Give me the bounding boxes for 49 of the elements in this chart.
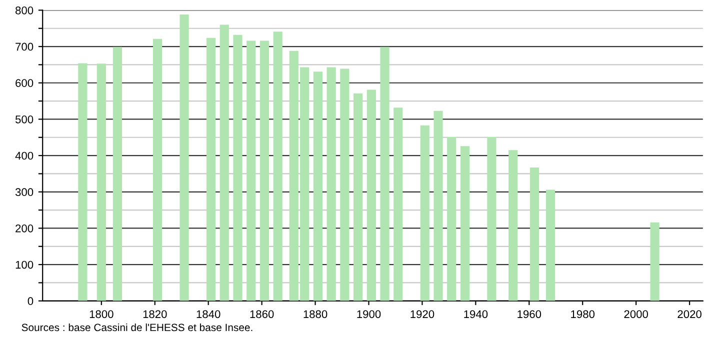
bar — [530, 168, 540, 301]
bar — [78, 63, 88, 301]
bar — [340, 68, 350, 301]
y-tick-label: 400 — [15, 152, 34, 160]
x-tick-label: 2020 — [678, 310, 702, 318]
x-tick-label: 1900 — [357, 310, 381, 318]
bar — [508, 150, 518, 301]
x-tick-label: 1800 — [90, 310, 114, 318]
x-tick-label: 1960 — [518, 310, 542, 318]
x-tick-label: 1920 — [410, 310, 434, 318]
y-tick-label: 300 — [15, 188, 34, 196]
bar — [96, 64, 106, 301]
bar — [394, 108, 403, 301]
bar — [420, 125, 430, 301]
bar — [112, 46, 122, 301]
bar — [220, 24, 229, 301]
x-tick-label: 1880 — [304, 310, 328, 318]
bar — [153, 38, 162, 301]
x-tick-label: 2000 — [624, 310, 648, 318]
bar — [434, 110, 443, 301]
y-tick-label: 100 — [16, 260, 34, 269]
bar — [650, 222, 660, 301]
bar — [233, 34, 242, 301]
y-tick-label: 200 — [16, 224, 34, 232]
y-tick-label: 0 — [28, 297, 34, 306]
bar — [366, 90, 376, 301]
x-tick-label: 1820 — [143, 310, 167, 318]
bar — [447, 137, 456, 301]
bar — [487, 137, 496, 301]
bar — [260, 40, 270, 301]
bar — [206, 38, 216, 301]
bar — [354, 93, 363, 301]
y-tick-label: 800 — [16, 6, 34, 14]
bar — [313, 72, 322, 301]
x-tick-label: 1860 — [250, 310, 274, 318]
x-tick-label: 1840 — [196, 310, 220, 318]
y-tick-label: 500 — [15, 115, 34, 124]
bar — [460, 146, 470, 301]
bar — [273, 32, 282, 301]
y-tick-label: 700 — [16, 42, 34, 51]
bar — [326, 67, 336, 301]
bar — [180, 14, 189, 301]
source-note: Sources : base Cassini de l'EHESS et base Insee. — [22, 323, 252, 332]
y-tick-label: 600 — [16, 79, 34, 88]
x-tick-label: 1980 — [571, 310, 595, 318]
bar — [546, 190, 556, 301]
x-tick-label: 1940 — [464, 310, 488, 318]
bar — [246, 40, 256, 301]
bar — [380, 46, 390, 301]
